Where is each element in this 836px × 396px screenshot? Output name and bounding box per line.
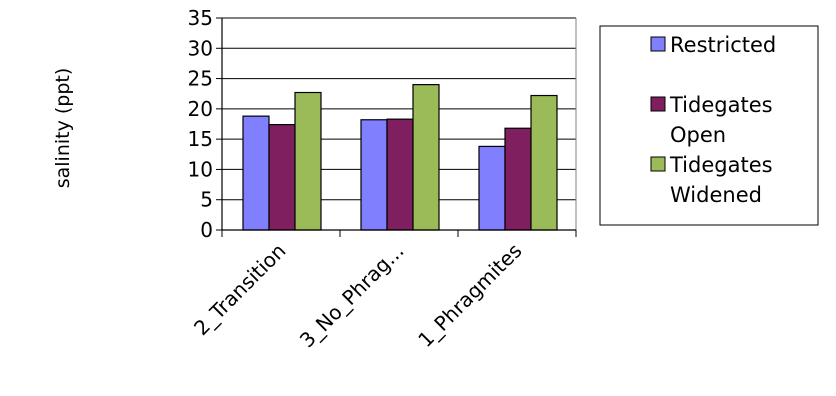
legend-label: Widened [670,183,762,207]
y-tick-label: 35 [188,6,213,30]
y-tick-label: 0 [200,218,213,242]
bar-restricted [478,145,506,231]
legend-label: Tidegates [669,93,773,117]
y-tick-label: 15 [188,127,213,151]
plot-area: 0 5 10 15 20 25 30 35 2_Transition 3_No_Phrag... 1… [188,6,577,353]
x-category-label: 1_Phragmites [413,239,526,352]
bar-restricted [242,115,270,231]
y-tick-label: 10 [188,157,213,181]
x-category-label: 3_No_Phrag... [295,239,409,353]
y-tick-label: 5 [200,188,213,212]
legend-box [599,25,819,226]
bar-tidegates-open [504,127,532,231]
legend-swatch [650,156,666,172]
bar-tidegates-open [386,118,414,231]
legend-label: Tidegates [669,153,773,177]
y-tick-label: 20 [188,97,213,121]
legend: Restricted Tidegates Open Tidegates Widened [599,25,819,226]
bar-restricted [360,119,388,231]
bar-tidegates-widened [412,84,440,231]
x-category-label: 2_Transition [189,239,290,340]
legend-label: Open [670,123,726,147]
y-axis-label: salinity (ppt) [52,68,74,189]
bar-tidegates-open [268,124,296,231]
legend-swatch [650,96,666,112]
legend-label: Restricted [670,33,776,57]
legend-swatch [650,36,666,52]
bar-tidegates-widened [530,94,558,231]
y-tick-label: 25 [188,67,213,91]
y-tick-label: 30 [188,36,213,60]
bar-tidegates-widened [294,91,322,231]
